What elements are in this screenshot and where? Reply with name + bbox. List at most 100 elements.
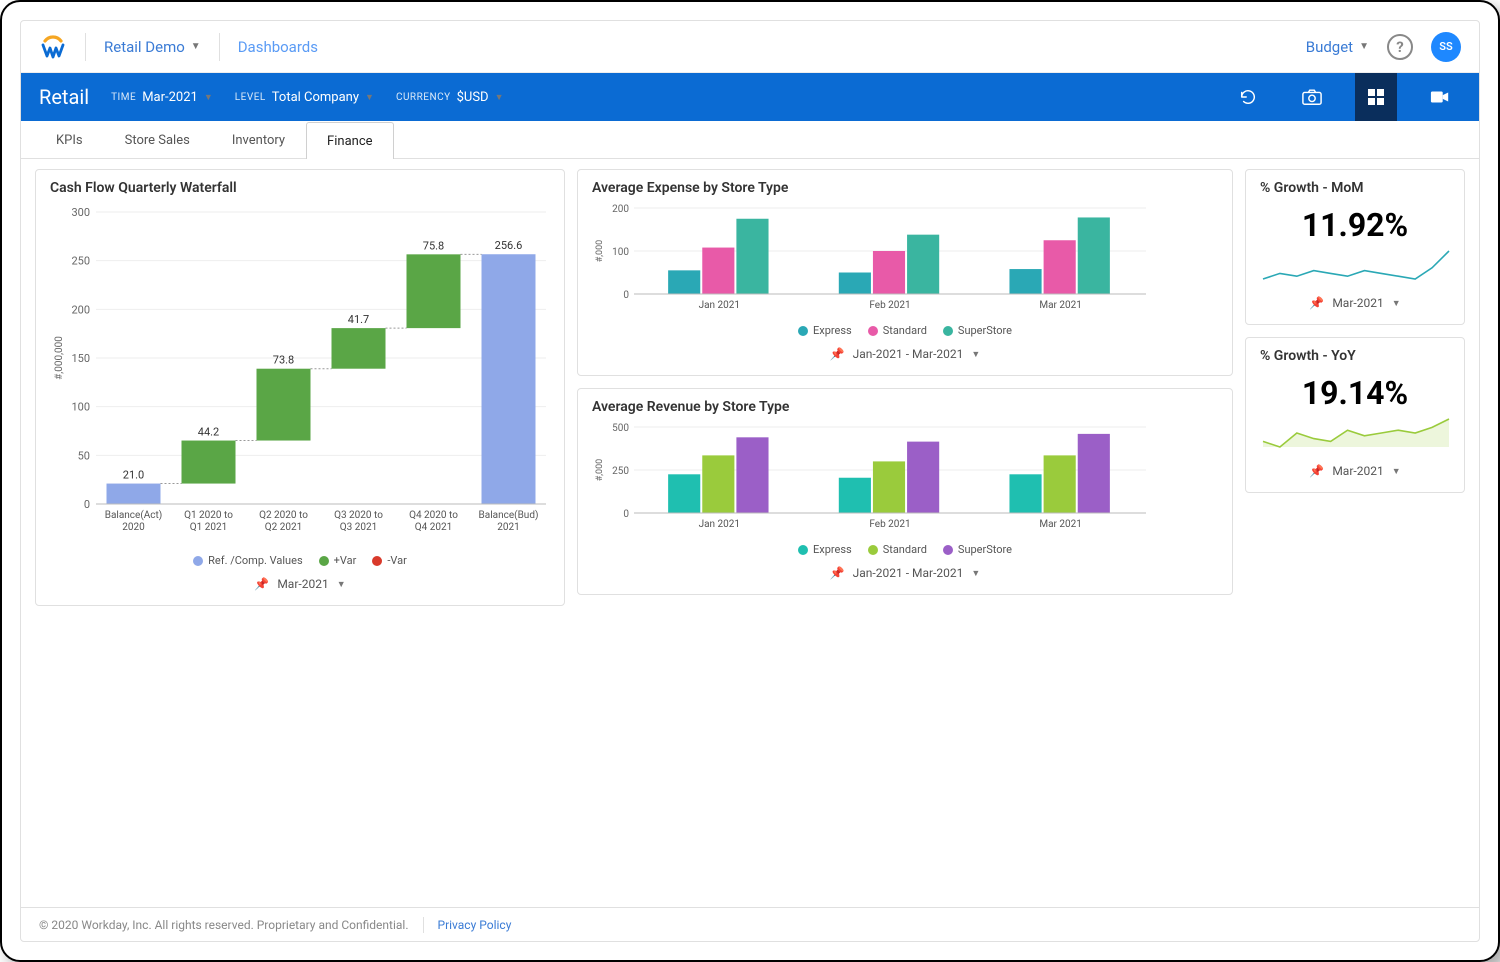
legend-item: SuperStore — [943, 543, 1012, 556]
svg-text:44.2: 44.2 — [198, 426, 219, 439]
pin-icon: 📌 — [254, 577, 269, 591]
caret-down-icon: ▼ — [495, 92, 504, 103]
svg-text:Balance(Act): Balance(Act) — [105, 509, 163, 521]
pin-selector[interactable]: 📌 Jan-2021 - Mar-2021 ▼ — [592, 347, 1218, 361]
pin-selector[interactable]: 📌 Mar-2021 ▼ — [50, 577, 550, 591]
pin-selector[interactable]: 📌 Mar-2021 ▼ — [1260, 296, 1450, 310]
tab-strip: KPIsStore SalesInventoryFinance — [21, 121, 1479, 159]
svg-text:100: 100 — [71, 401, 90, 414]
mom-panel: % Growth - MoM 11.92% 📌 Mar-2021 ▼ — [1245, 169, 1465, 325]
svg-text:0: 0 — [623, 290, 629, 301]
svg-text:2020: 2020 — [122, 522, 145, 533]
legend-item: SuperStore — [943, 324, 1012, 337]
svg-text:150: 150 — [71, 352, 90, 365]
tab-inventory[interactable]: Inventory — [211, 121, 306, 158]
revenue-legend: ExpressStandardSuperStore — [592, 543, 1218, 556]
svg-text:Mar 2021: Mar 2021 — [1039, 300, 1082, 311]
waterfall-legend: Ref. /Comp. Values +Var -Var — [50, 554, 550, 567]
topbar: Retail Demo ▼ Dashboards Budget ▼ ? SS — [21, 21, 1479, 73]
svg-text:500: 500 — [612, 423, 629, 434]
pin-icon: 📌 — [1309, 464, 1324, 478]
svg-text:Q3 2020 to: Q3 2020 to — [334, 510, 383, 521]
svg-text:200: 200 — [612, 204, 629, 215]
caret-down-icon: ▼ — [1392, 298, 1401, 309]
context-label: Retail Demo — [104, 38, 185, 56]
svg-text:#,000: #,000 — [595, 459, 605, 482]
legend-item: Standard — [868, 324, 927, 337]
tab-store-sales[interactable]: Store Sales — [104, 121, 211, 158]
svg-text:#,000: #,000 — [595, 240, 605, 263]
caret-down-icon: ▼ — [337, 579, 346, 590]
svg-text:Jan 2021: Jan 2021 — [699, 519, 740, 530]
svg-text:2021: 2021 — [497, 522, 519, 533]
svg-text:300: 300 — [71, 206, 90, 219]
caret-down-icon: ▼ — [971, 568, 980, 579]
grid-view-icon[interactable] — [1355, 73, 1397, 121]
svg-text:Q4 2021: Q4 2021 — [415, 522, 452, 533]
legend-item: +Var — [319, 554, 357, 567]
svg-text:256.6: 256.6 — [495, 239, 523, 252]
svg-text:Mar 2021: Mar 2021 — [1039, 519, 1082, 530]
kpi-value: 11.92% — [1260, 206, 1450, 244]
svg-text:Balance(Bud): Balance(Bud) — [479, 509, 539, 521]
svg-text:Q2 2021: Q2 2021 — [265, 522, 302, 533]
svg-text:0: 0 — [84, 498, 90, 511]
context-bar: Retail TIME Mar-2021 ▼ LEVEL Total Compa… — [21, 73, 1479, 121]
svg-text:200: 200 — [71, 303, 90, 316]
svg-text:50: 50 — [78, 449, 90, 462]
caret-down-icon: ▼ — [204, 92, 213, 103]
caret-down-icon: ▼ — [365, 92, 374, 103]
svg-text:Q4 2020 to: Q4 2020 to — [409, 510, 458, 521]
tab-kpis[interactable]: KPIs — [35, 121, 104, 158]
video-icon[interactable] — [1419, 73, 1461, 121]
panel-title: Average Expense by Store Type — [592, 180, 1218, 196]
panel-title: % Growth - YoY — [1260, 348, 1450, 364]
svg-text:Jan 2021: Jan 2021 — [699, 300, 740, 311]
help-icon[interactable]: ? — [1387, 34, 1413, 60]
expense-chart: 0 100 200 #,000 Jan 2021 Feb 2021 Mar 2021 — [592, 202, 1152, 312]
caret-down-icon: ▼ — [191, 41, 201, 52]
yoy-panel: % Growth - YoY 19.14% 📌 Mar-2021 ▼ — [1245, 337, 1465, 493]
currency-selector[interactable]: CURRENCY $USD ▼ — [396, 90, 504, 105]
privacy-link[interactable]: Privacy Policy — [438, 918, 512, 932]
pin-icon: 📌 — [830, 347, 845, 361]
breadcrumb[interactable]: Dashboards — [238, 38, 318, 56]
yoy-sparkline — [1260, 416, 1452, 450]
caret-down-icon: ▼ — [1359, 41, 1369, 52]
budget-label: Budget — [1306, 38, 1353, 56]
tab-finance[interactable]: Finance — [306, 122, 393, 159]
legend-item: -Var — [372, 554, 407, 567]
pin-icon: 📌 — [830, 566, 845, 580]
svg-text:73.8: 73.8 — [273, 354, 294, 367]
svg-text:100: 100 — [612, 247, 629, 258]
panel-title: Cash Flow Quarterly Waterfall — [50, 180, 550, 196]
time-selector[interactable]: TIME Mar-2021 ▼ — [111, 90, 213, 105]
copyright: © 2020 Workday, Inc. All rights reserved… — [39, 918, 409, 932]
revenue-panel: Average Revenue by Store Type 0250500#,0… — [577, 388, 1233, 595]
level-selector[interactable]: LEVEL Total Company ▼ — [235, 90, 374, 105]
waterfall-panel: Cash Flow Quarterly Waterfall 0 50 100 150 2… — [35, 169, 565, 606]
svg-text:41.7: 41.7 — [348, 313, 369, 326]
expense-panel: Average Expense by Store Type 0 100 200 #,0… — [577, 169, 1233, 376]
legend-item: Express — [798, 324, 852, 337]
page-title: Retail — [39, 85, 89, 109]
camera-icon[interactable] — [1291, 73, 1333, 121]
svg-text:Feb 2021: Feb 2021 — [869, 300, 910, 311]
refresh-icon[interactable] — [1227, 73, 1269, 121]
legend-item: Standard — [868, 543, 927, 556]
svg-text:Feb 2021: Feb 2021 — [869, 519, 910, 530]
svg-text:21.0: 21.0 — [123, 469, 144, 482]
svg-text:Q3 2021: Q3 2021 — [340, 522, 377, 533]
user-avatar[interactable]: SS — [1431, 32, 1461, 62]
svg-text:Q1 2020 to: Q1 2020 to — [184, 510, 233, 521]
pin-selector[interactable]: 📌 Jan-2021 - Mar-2021 ▼ — [592, 566, 1218, 580]
svg-text:Q2 2020 to: Q2 2020 to — [259, 510, 308, 521]
legend-item: Ref. /Comp. Values — [193, 554, 302, 567]
revenue-chart: 0250500#,000Jan 2021Feb 2021Mar 2021 — [592, 421, 1152, 531]
pin-selector[interactable]: 📌 Mar-2021 ▼ — [1260, 464, 1450, 478]
footer: © 2020 Workday, Inc. All rights reserved… — [21, 907, 1479, 941]
caret-down-icon: ▼ — [971, 349, 980, 360]
mom-sparkline — [1260, 248, 1452, 282]
context-selector[interactable]: Retail Demo ▼ — [104, 38, 201, 56]
budget-selector[interactable]: Budget ▼ — [1306, 38, 1369, 56]
